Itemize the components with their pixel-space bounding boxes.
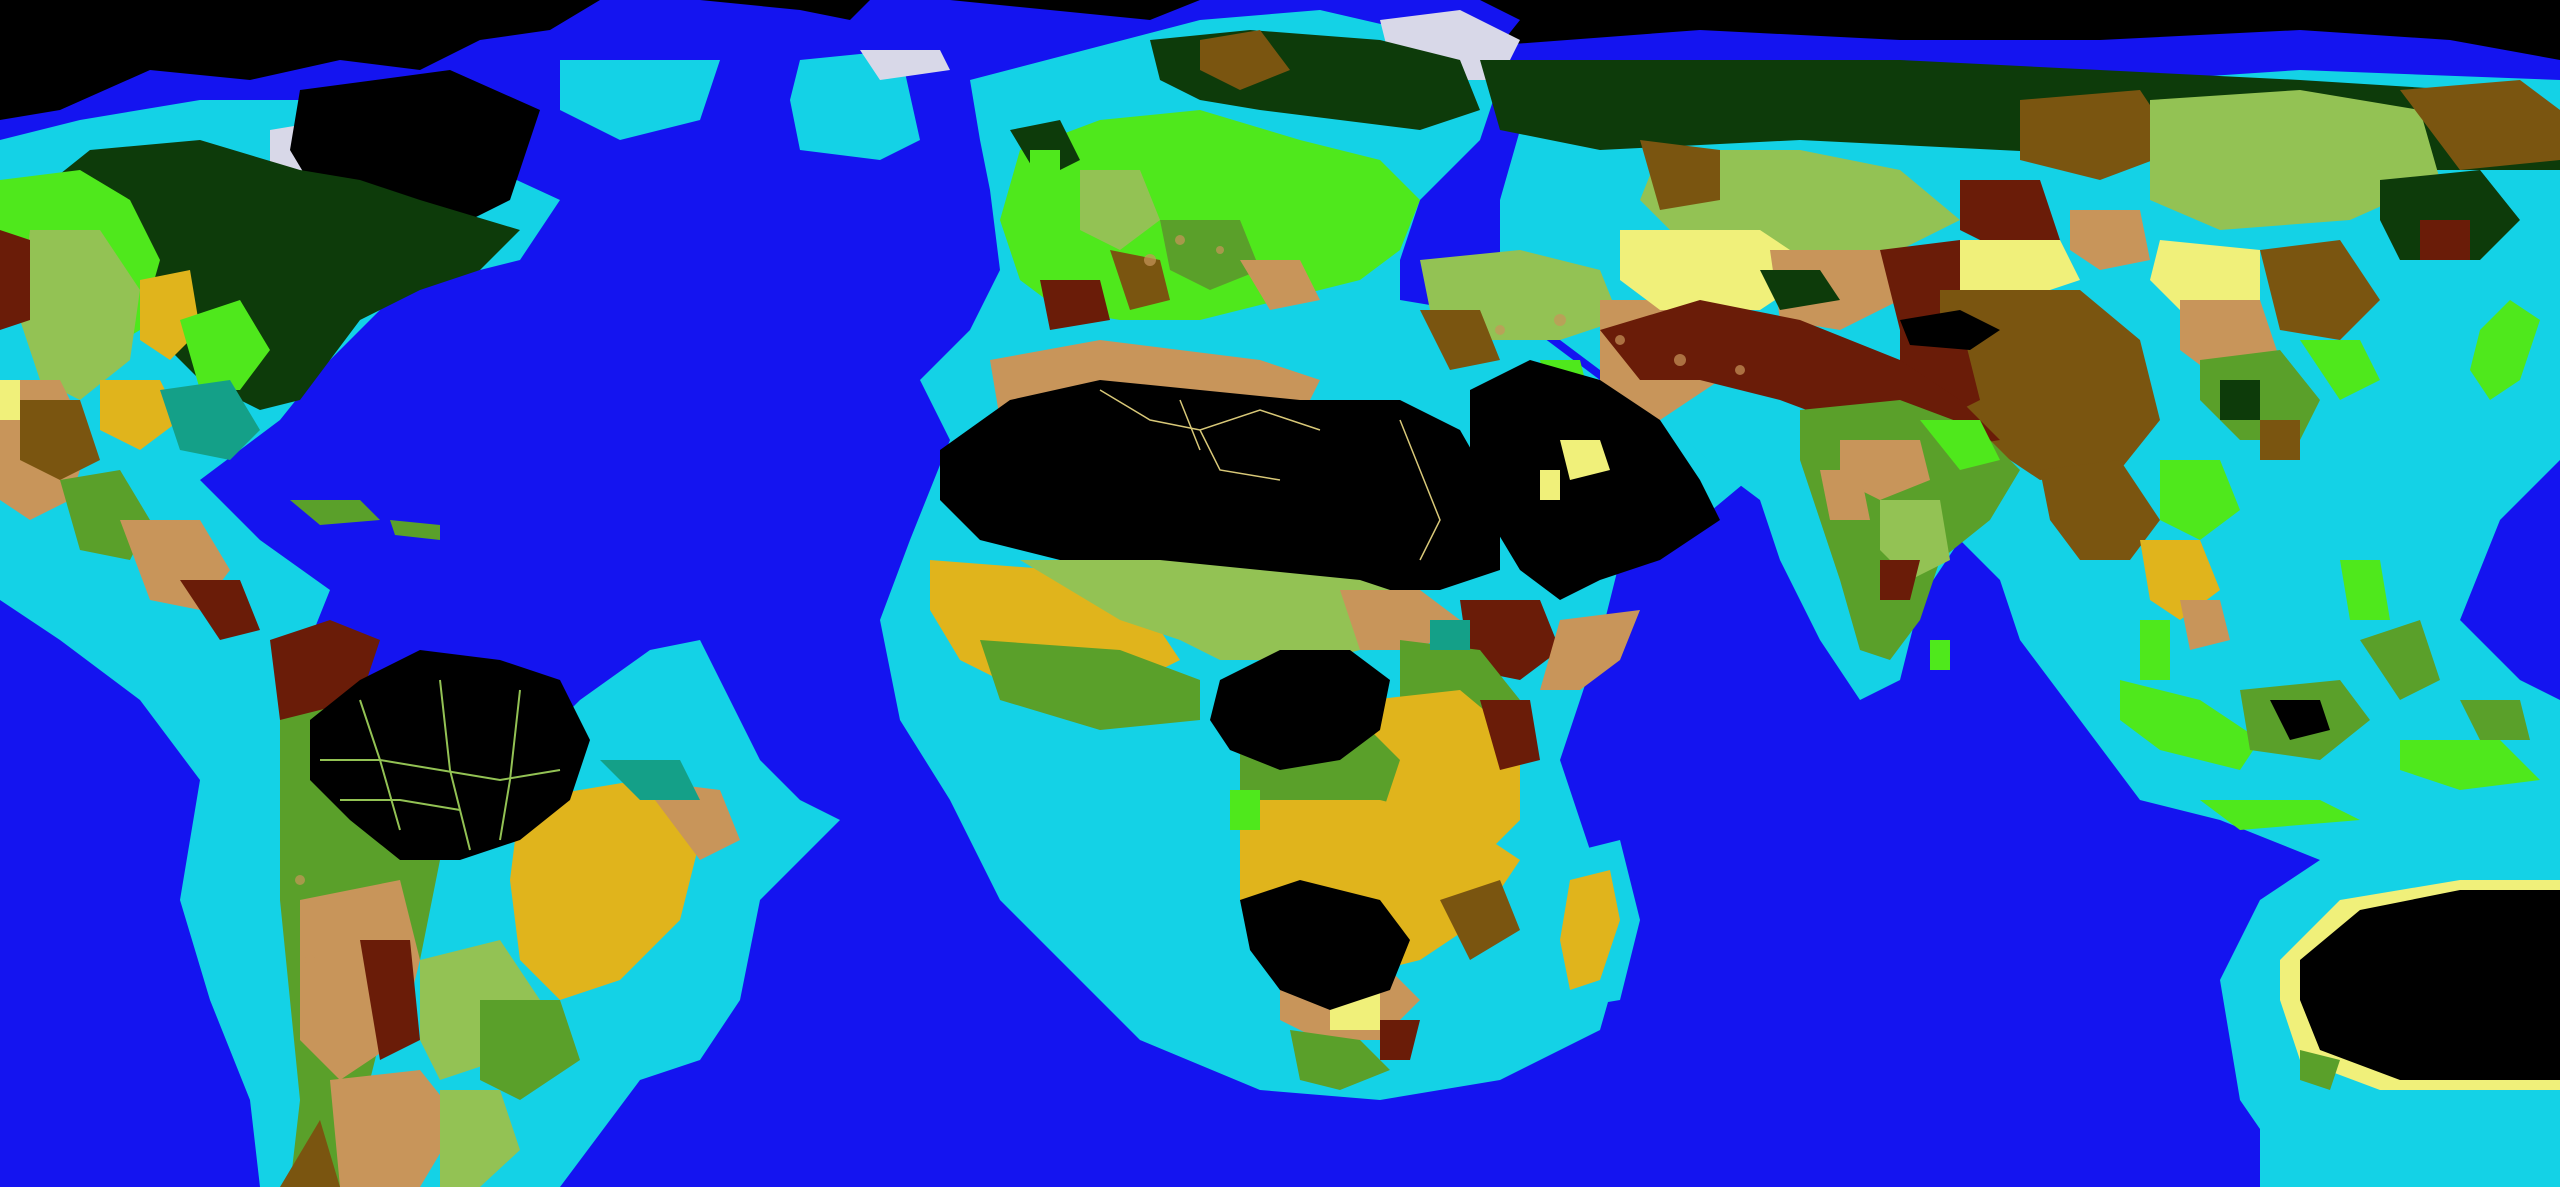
- congo-basin: [1210, 650, 1390, 770]
- arabia: [1470, 360, 1720, 600]
- japan: [2470, 300, 2540, 400]
- amazon-basin: [310, 650, 590, 860]
- caribbean: [290, 500, 440, 540]
- highland-texture: [295, 235, 1745, 965]
- north-america: [0, 140, 520, 640]
- sahara-rivers: [1099, 389, 1441, 561]
- amazon-rivers: [320, 679, 561, 851]
- taklamakan: [1900, 310, 2000, 350]
- europe: [1000, 30, 1480, 330]
- sahara: [940, 380, 1500, 590]
- southeast-asia: [2040, 340, 2540, 830]
- arabia-wadis: [1540, 440, 1610, 500]
- sub-saharan-africa: [930, 560, 1640, 1090]
- asia: [1480, 60, 2560, 480]
- madagascar: [1560, 870, 1620, 990]
- arctic-unsettled: [0, 0, 2560, 120]
- india: [1800, 400, 2020, 670]
- australia-east: [2300, 1050, 2340, 1090]
- kalahari: [1240, 880, 1410, 1010]
- australia: [2300, 890, 2560, 1080]
